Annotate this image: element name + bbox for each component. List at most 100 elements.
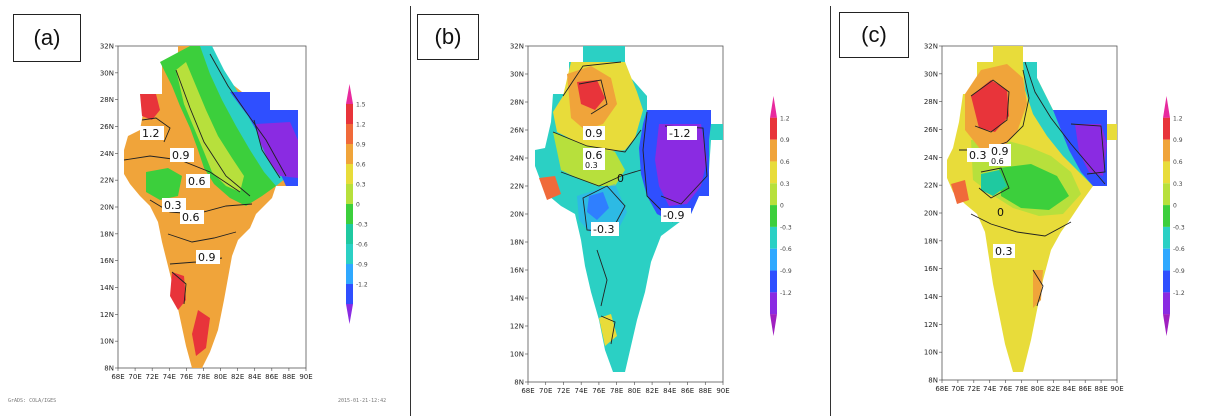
panel-divider xyxy=(830,6,831,416)
lon-tick-label: 72E xyxy=(557,387,570,395)
lon-tick-label: 74E xyxy=(983,385,996,393)
lon-tick-label: 72E xyxy=(967,385,980,393)
lat-tick-label: 8N xyxy=(104,365,114,373)
colorbar-segment xyxy=(346,284,353,304)
lon-tick-label: 78E xyxy=(1015,385,1028,393)
lon-tick-label: 82E xyxy=(231,373,244,381)
contour-label: 0.6 xyxy=(188,175,206,188)
lat-tick-label: 16N xyxy=(510,267,524,275)
colorbar-label: 1.2 xyxy=(356,122,366,129)
lat-tick-label: 20N xyxy=(100,204,114,212)
colorbar-label: -0.3 xyxy=(356,222,368,229)
colorbar-label: 0.3 xyxy=(1173,181,1183,188)
axis-lat: 32N 30N 28N 26N 24N 22N 20N 18N 16N 14N 12N 10N 8N xyxy=(100,43,118,373)
yellowgreen-zone xyxy=(176,62,244,192)
panel-divider xyxy=(410,6,411,416)
lon-tick-label: 68E xyxy=(111,373,124,381)
footer-credit: GrADS: COLA/IGES xyxy=(8,398,57,404)
lat-tick-label: 18N xyxy=(100,230,114,238)
orange-south xyxy=(1033,270,1043,308)
lat-tick-label: 24N xyxy=(510,155,524,163)
colorbar-label: 0.3 xyxy=(780,181,790,188)
colorbar-segment xyxy=(1163,117,1170,140)
colorbar-segment xyxy=(770,226,777,249)
colorbar-segment xyxy=(1163,248,1170,271)
contour-label: 0.6 xyxy=(991,157,1004,166)
colorbar-segment xyxy=(1163,161,1170,184)
lat-tick-label: 14N xyxy=(100,284,114,292)
colorbar-segment xyxy=(346,104,353,124)
lat-tick-label: 32N xyxy=(100,43,114,51)
colorbar-segment xyxy=(770,270,777,293)
contour-label: 0.9 xyxy=(198,251,216,264)
colorbar-segment xyxy=(346,84,353,104)
colorbar-segment xyxy=(770,292,777,315)
colorbar-segment xyxy=(770,314,777,336)
colorbar-segment xyxy=(346,164,353,184)
lat-tick-label: 14N xyxy=(510,295,524,303)
colorbar-segment xyxy=(770,117,777,140)
panel-b-label: (b) xyxy=(417,14,479,60)
panel-a-label: (a) xyxy=(13,14,81,62)
lon-tick-label: 86E xyxy=(265,373,278,381)
colorbar-segment xyxy=(1163,314,1170,336)
lon-tick-label: 88E xyxy=(699,387,712,395)
contour-label: 0.9 xyxy=(172,149,190,162)
lat-tick-label: 30N xyxy=(100,69,114,77)
lat-tick-label: 20N xyxy=(924,210,938,218)
panel-c-label: (c) xyxy=(839,12,909,58)
purple-zone xyxy=(1075,124,1107,176)
panel-c-map: 32N 30N 28N 26N 24N 22N 20N 18N 16N 14N 12N 10N 8N 6… xyxy=(924,43,1185,394)
colorbar-segment xyxy=(346,304,353,324)
lon-tick-label: 76E xyxy=(592,387,605,395)
lon-tick-label: 82E xyxy=(1047,385,1060,393)
contour-label: 0.3 xyxy=(164,199,182,212)
lat-tick-label: 24N xyxy=(100,150,114,158)
lat-tick-label: 12N xyxy=(924,321,938,329)
lon-tick-label: 84E xyxy=(1063,385,1076,393)
contour-labels-a: 1.2 0.9 0.6 0.3 0.6 0.9 xyxy=(140,126,220,264)
colorbar-label: 1.2 xyxy=(1173,115,1183,122)
lat-tick-label: 14N xyxy=(924,293,938,301)
colorbar-segment xyxy=(346,244,353,264)
lat-tick-label: 16N xyxy=(100,257,114,265)
lat-tick-label: 26N xyxy=(510,127,524,135)
orange-w xyxy=(951,180,969,204)
axis-lon: 68E 70E 72E 74E 76E 78E 80E 82E 84E 86E 88E 90E xyxy=(111,368,313,381)
contour-label: 0.3 xyxy=(585,161,598,170)
contour-label: 0.6 xyxy=(585,149,603,162)
red-zone xyxy=(971,80,1009,132)
panel-b-map: 32N 30N 28N 26N 24N 22N 20N 18N 16N 14N 12N 10N 8N 6… xyxy=(510,43,792,396)
lat-tick-label: 28N xyxy=(924,98,938,106)
lon-tick-label: 78E xyxy=(197,373,210,381)
lon-tick-label: 80E xyxy=(628,387,641,395)
lon-tick-label: 74E xyxy=(575,387,588,395)
panel-b: (b) 32N 30N 28N 26N 24N 22N 20N 18N 16N 14N 12N 10N… xyxy=(411,0,821,416)
colorbar-label: 1.2 xyxy=(780,115,790,122)
lat-tick-label: 8N xyxy=(514,379,524,387)
colorbar-labels: 1.5 1.2 0.9 0.6 0.3 0 -0.3 -0.6 -0.9 -1.2 xyxy=(356,102,368,289)
contour-label: 1.2 xyxy=(142,127,160,140)
colorbar-label: -1.2 xyxy=(1173,290,1185,297)
colorbar-label: 0 xyxy=(356,202,360,209)
colorbar-segment xyxy=(346,224,353,244)
lon-tick-label: 68E xyxy=(935,385,948,393)
colorbar-label: 0 xyxy=(1173,203,1177,210)
lon-tick-label: 72E xyxy=(146,373,159,381)
contour-label: -1.2 xyxy=(669,127,690,140)
lat-tick-label: 22N xyxy=(510,183,524,191)
footer-timestamp: 2015-01-21-12:42 xyxy=(338,398,387,404)
lat-tick-label: 26N xyxy=(924,126,938,134)
lon-tick-label: 70E xyxy=(539,387,552,395)
colorbar-segment xyxy=(770,161,777,184)
colorbar-segment xyxy=(1163,292,1170,315)
lat-tick-label: 26N xyxy=(100,123,114,131)
green-zone xyxy=(999,164,1069,210)
lon-tick-label: 68E xyxy=(521,387,534,395)
lat-tick-label: 32N xyxy=(924,43,938,51)
colorbar-label: -0.6 xyxy=(780,246,792,253)
lat-tick-label: 10N xyxy=(924,349,938,357)
lat-tick-label: 16N xyxy=(924,265,938,273)
contour-label: -0.9 xyxy=(663,209,684,222)
red-zone xyxy=(577,80,605,110)
